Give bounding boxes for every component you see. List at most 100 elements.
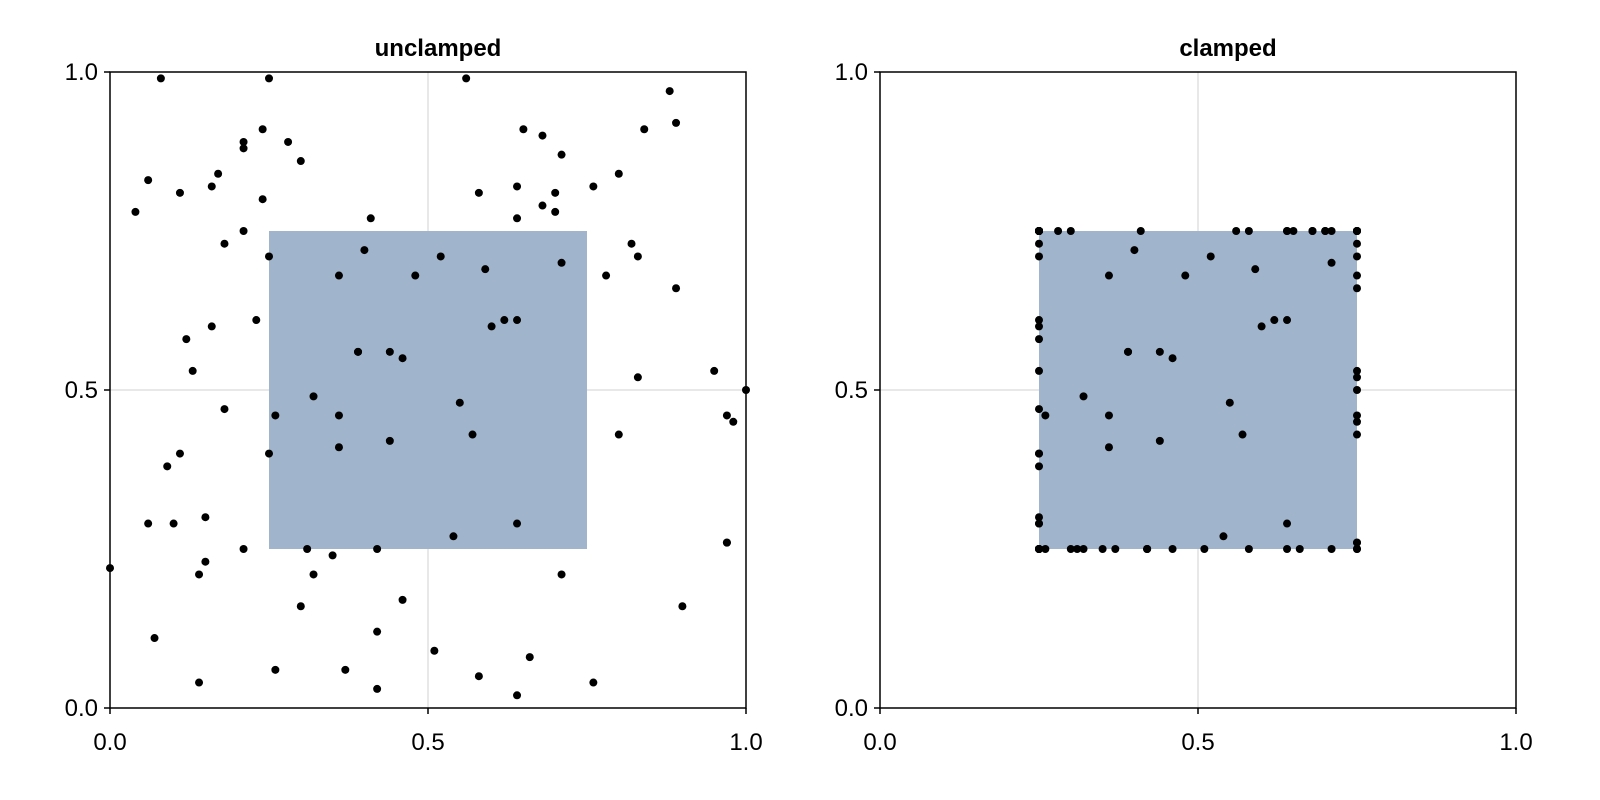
scatter-point — [284, 137, 293, 146]
scatter-point — [239, 545, 248, 553]
scatter-point — [341, 665, 350, 674]
scatter-point — [1104, 443, 1113, 452]
scatter-point — [201, 513, 210, 522]
scatter-point — [1035, 545, 1043, 553]
scatter-points — [1035, 227, 1361, 553]
scatter-point — [1079, 545, 1088, 553]
scatter-point — [334, 271, 343, 280]
scatter-point — [373, 545, 382, 553]
scatter-point — [602, 271, 611, 280]
scatter-point — [373, 627, 382, 636]
scatter-point — [385, 347, 394, 356]
scatter-point — [1257, 322, 1266, 331]
scatter-point — [150, 634, 159, 643]
scatter-point — [1321, 227, 1330, 235]
scatter-point — [436, 252, 445, 261]
scatter-point — [296, 157, 305, 166]
scatter-point — [1181, 271, 1190, 280]
scatter-point — [1353, 538, 1361, 547]
scatter-point — [633, 252, 642, 261]
scatter-point — [672, 118, 681, 127]
y-tick-label: 1.0 — [65, 59, 98, 86]
scatter-point — [665, 87, 674, 96]
y-tick-label: 0.0 — [835, 695, 868, 722]
scatter-point — [557, 150, 566, 159]
scatter-point — [296, 602, 305, 611]
scatter-point — [640, 125, 649, 134]
scatter-point — [169, 519, 178, 528]
scatter-point — [1353, 373, 1361, 382]
scatter-point — [557, 570, 566, 579]
scatter-point — [175, 449, 184, 458]
scatter-point — [309, 570, 318, 579]
scatter-point — [557, 258, 566, 267]
scatter-point — [1295, 545, 1304, 553]
x-tick-label: 0.5 — [1181, 729, 1214, 756]
scatter-point — [513, 214, 522, 223]
scatter-point — [627, 239, 636, 248]
scatter-point — [328, 551, 337, 560]
scatter-point — [1238, 430, 1247, 439]
y-tick-label: 1.0 — [835, 59, 868, 86]
scatter-point — [1168, 545, 1177, 553]
scatter-point — [1270, 316, 1279, 325]
scatter-point — [360, 246, 369, 255]
scatter-point — [1353, 411, 1361, 420]
scatter-point — [1353, 252, 1361, 261]
scatter-point — [265, 252, 273, 261]
scatter-point — [271, 665, 280, 674]
scatter-point — [1035, 366, 1043, 375]
scatter-point — [1143, 545, 1152, 553]
scatter-point — [1225, 398, 1234, 407]
scatter-point — [239, 137, 248, 146]
scatter-point — [201, 557, 210, 566]
scatter-point — [1054, 227, 1063, 235]
scatter-point — [1098, 545, 1107, 553]
scatter-point — [385, 436, 394, 445]
scatter-point — [551, 207, 560, 216]
scatter-point — [1035, 405, 1043, 414]
scatter-point — [614, 430, 623, 439]
scatter-point — [1244, 545, 1253, 553]
scatter-point — [265, 74, 273, 83]
scatter-point — [373, 684, 382, 693]
scatter-point — [1168, 354, 1177, 363]
scatter-point — [1353, 430, 1361, 439]
scatter-point — [525, 653, 534, 662]
scatter-point — [722, 411, 731, 420]
scatter-point — [1035, 462, 1043, 471]
scatter-point — [1327, 258, 1336, 267]
x-tick-label: 0.0 — [93, 729, 126, 756]
scatter-point — [144, 176, 153, 185]
scatter-point — [589, 678, 598, 687]
scatter-point — [175, 188, 184, 197]
scatter-point — [513, 519, 522, 528]
scatter-point — [252, 316, 261, 325]
scatter-point — [1035, 227, 1043, 235]
scatter-point — [1283, 519, 1292, 528]
scatter-point — [1035, 335, 1043, 344]
scatter-point — [1066, 545, 1075, 553]
scatter-point — [1104, 411, 1113, 420]
scatter-point — [265, 449, 273, 458]
chart-panel-unclamped: unclamped 0.0 0.5 1.0 0.0 0.5 1.0 — [65, 35, 763, 756]
scatter-point — [462, 74, 471, 83]
scatter-point — [1111, 545, 1120, 553]
scatter-point — [1155, 347, 1164, 356]
scatter-point — [334, 443, 343, 452]
x-tick-label: 1.0 — [1499, 729, 1532, 756]
scatter-point — [1353, 545, 1361, 553]
scatter-point — [1353, 417, 1361, 426]
scatter-point — [1041, 545, 1050, 553]
scatter-points — [106, 74, 750, 700]
scatter-point — [1104, 271, 1113, 280]
scatter-point — [207, 322, 216, 331]
scatter-point — [398, 354, 407, 363]
scatter-point — [195, 570, 204, 579]
scatter-point — [156, 74, 165, 83]
scatter-point — [207, 182, 216, 191]
scatter-point — [672, 284, 681, 293]
scatter-point — [258, 125, 267, 134]
scatter-point — [500, 316, 509, 325]
